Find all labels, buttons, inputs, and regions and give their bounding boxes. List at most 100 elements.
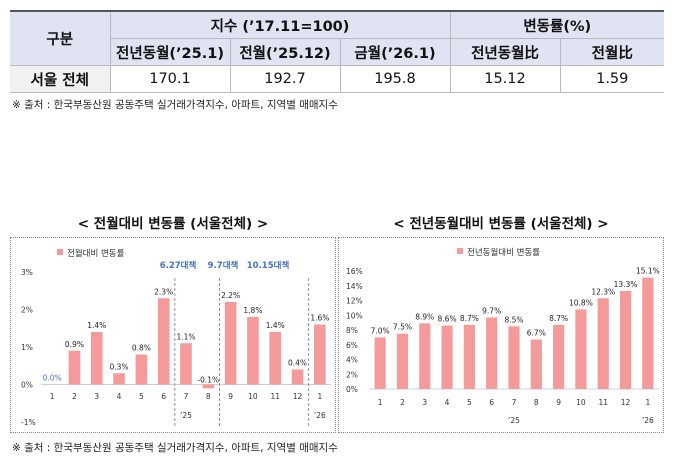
data-label: 7.0% (371, 326, 390, 335)
table-cell: 192.7 (230, 66, 340, 93)
x-tick-label: 4 (445, 398, 450, 407)
bar (225, 302, 237, 385)
bar (620, 291, 631, 389)
chart-title-monthly: < 전월대비 변동률 (서울전체) > (10, 212, 336, 232)
data-label: -0.1% (197, 375, 219, 384)
bar (464, 325, 475, 389)
data-label: 0.9% (65, 340, 84, 349)
chart-monthly: 전월대비 변동률 -1% 0% 1% 2% 3% 0.0% 1 0.9% 2 1.4% 3 0.3% 4 0… (11, 238, 335, 432)
policy-annotation: 6.27대책 (160, 260, 197, 271)
bar (553, 325, 564, 389)
data-label: 1.4% (266, 321, 285, 330)
x-tick-label: 10 (576, 398, 586, 407)
x-tick-label: 5 (139, 392, 144, 401)
data-label: 1.6% (310, 314, 329, 323)
table-cell: 15.12 (450, 66, 560, 93)
bar (180, 343, 192, 384)
y-tick-label: 0% (346, 385, 358, 394)
source-note-top: ※ 출처 : 한국부동산원 공동주택 실거래가격지수, 아파트, 지역별 매매지… (12, 97, 338, 112)
data-label: 12.3% (591, 287, 615, 296)
x-tick-label: 8 (534, 398, 539, 407)
data-label: 2.2% (221, 291, 240, 300)
x-tick-label: 10 (248, 392, 258, 401)
y-tick-label: 2% (346, 370, 358, 379)
bar (292, 370, 304, 385)
y-tick-label: 8% (346, 326, 358, 335)
bar (136, 355, 148, 385)
legend-label: 전월대비 변동률 (67, 248, 125, 259)
x-tick-label: 5 (467, 398, 472, 407)
y-tick-label: 2% (21, 306, 33, 315)
x-tick-label: 12 (293, 392, 303, 401)
data-label: 8.5% (504, 315, 523, 324)
data-label: 8.9% (415, 312, 434, 321)
x-tick-label: 2 (72, 392, 77, 401)
x-tick-label: 1 (378, 398, 383, 407)
y-tick-label: 10% (346, 311, 363, 320)
x-tick-label: 9 (556, 398, 561, 407)
table-header-category: 구분 (10, 11, 110, 66)
bar (419, 323, 430, 389)
bar (69, 351, 81, 385)
data-label: 8.7% (549, 314, 568, 323)
x-tick-label: 8 (206, 392, 211, 401)
data-label: 0.3% (110, 362, 129, 371)
table-subheader: 전월比 (560, 39, 664, 66)
data-label: 7.5% (393, 323, 412, 332)
data-label: 8.7% (460, 314, 479, 323)
x-tick-label: 4 (117, 392, 122, 401)
table-cell: 195.8 (340, 66, 450, 93)
legend-swatch (57, 249, 63, 255)
x-tick-label: 9 (228, 392, 233, 401)
x-tick-label: 7 (184, 392, 189, 401)
year-label: ’25 (180, 411, 192, 420)
y-tick-label: 3% (21, 268, 33, 277)
x-tick-label: 6 (489, 398, 494, 407)
bar (375, 337, 386, 389)
table-header-change-group: 변동률(%) (450, 11, 664, 39)
data-label: 0.0% (43, 374, 62, 383)
y-tick-label: 0% (21, 381, 33, 390)
bar (269, 332, 281, 385)
bar (508, 326, 519, 389)
bar (486, 317, 497, 389)
table-row-label: 서울 전체 (10, 66, 110, 93)
x-tick-label: 12 (621, 398, 631, 407)
x-tick-label: 11 (598, 398, 608, 407)
data-label: 6.7% (527, 329, 546, 338)
table-subheader: 금월(’26.1) (340, 39, 450, 66)
bar (397, 334, 408, 389)
data-label: 8.6% (438, 315, 457, 324)
x-tick-label: 2 (400, 398, 405, 407)
x-tick-label: 3 (94, 392, 99, 401)
policy-annotation: 9.7대책 (208, 260, 239, 271)
y-tick-label: 1% (21, 343, 33, 352)
table-subheader: 전년동월比 (450, 39, 560, 66)
bar (575, 309, 586, 389)
bar (598, 298, 609, 389)
y-tick-label: 16% (346, 267, 363, 276)
y-tick-label: -1% (21, 418, 36, 427)
x-tick-label: 11 (270, 392, 280, 401)
year-label: ’26 (642, 416, 654, 425)
table-cell: 170.1 (110, 66, 230, 93)
x-tick-label: 7 (512, 398, 517, 407)
bar (158, 298, 170, 384)
data-label: 1.4% (87, 321, 106, 330)
bar (442, 326, 453, 389)
summary-table: 구분 지수 (’17.11=100) 변동률(%) 전년동월(’25.1) 전월… (10, 10, 664, 93)
y-tick-label: 4% (346, 356, 358, 365)
bar (531, 340, 542, 389)
x-tick-label: 3 (422, 398, 427, 407)
legend-swatch (457, 248, 463, 254)
data-label: 13.3% (614, 280, 638, 289)
y-tick-label: 12% (346, 297, 363, 306)
data-label: 2.3% (154, 287, 173, 296)
chart-yearly: 전년동월대비 변동률 0% 2% 4% 6% 8% 10% 12% 14% 16% 7.0% 1 7.5… (339, 238, 663, 432)
chart-title-yearly: < 전년동월대비 변동률 (서울전체) > (338, 212, 664, 232)
data-label: 1.1% (176, 332, 195, 341)
bar (203, 385, 215, 389)
table-subheader: 전월(’25.12) (230, 39, 340, 66)
data-label: 0.8% (132, 344, 151, 353)
chart-yearly-box: 전년동월대비 변동률 0% 2% 4% 6% 8% 10% 12% 14% 16% 7.0% 1 7.5… (338, 237, 664, 433)
